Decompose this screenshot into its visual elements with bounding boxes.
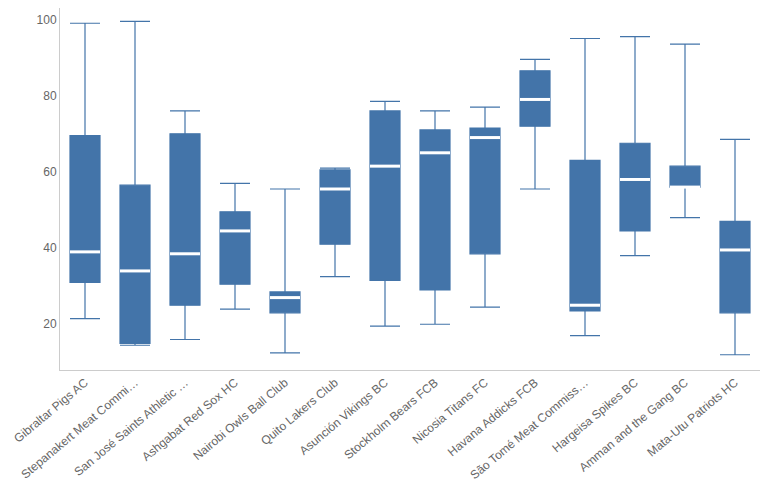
svg-text:Quito Lakers Club: Quito Lakers Club (258, 375, 341, 448)
svg-text:100: 100 (37, 13, 57, 27)
svg-text:São Tomé Meat Commiss…: São Tomé Meat Commiss… (468, 376, 591, 483)
svg-text:Stepanakert Meat Commi…: Stepanakert Meat Commi… (18, 376, 140, 482)
svg-text:Amman and the Gang BC: Amman and the Gang BC (577, 375, 692, 474)
svg-text:San José Saints Athletic …: San José Saints Athletic … (71, 376, 190, 479)
svg-text:80: 80 (43, 89, 57, 103)
svg-text:20: 20 (43, 317, 57, 331)
svg-text:Gibraltar Pigs AC: Gibraltar Pigs AC (11, 375, 91, 445)
svg-text:Stockholm Bears FCB: Stockholm Bears FCB (341, 376, 440, 463)
svg-text:Asunción Vikings BC: Asunción Vikings BC (297, 375, 391, 457)
svg-text:Ashgabat Red Sox HC: Ashgabat Red Sox HC (139, 375, 241, 464)
svg-text:Nairobi Owls Ball Club: Nairobi Owls Ball Club (190, 375, 291, 463)
svg-text:Hargeisa Spikes BC: Hargeisa Spikes BC (550, 375, 642, 455)
svg-text:Mata-Utu Patriots HC: Mata-Utu Patriots HC (644, 375, 741, 459)
svg-text:60: 60 (43, 165, 57, 179)
svg-text:Havana Addicks FCB: Havana Addicks FCB (445, 376, 541, 460)
svg-text:40: 40 (43, 241, 57, 255)
svg-text:Nicosia Titans FC: Nicosia Titans FC (410, 375, 491, 446)
